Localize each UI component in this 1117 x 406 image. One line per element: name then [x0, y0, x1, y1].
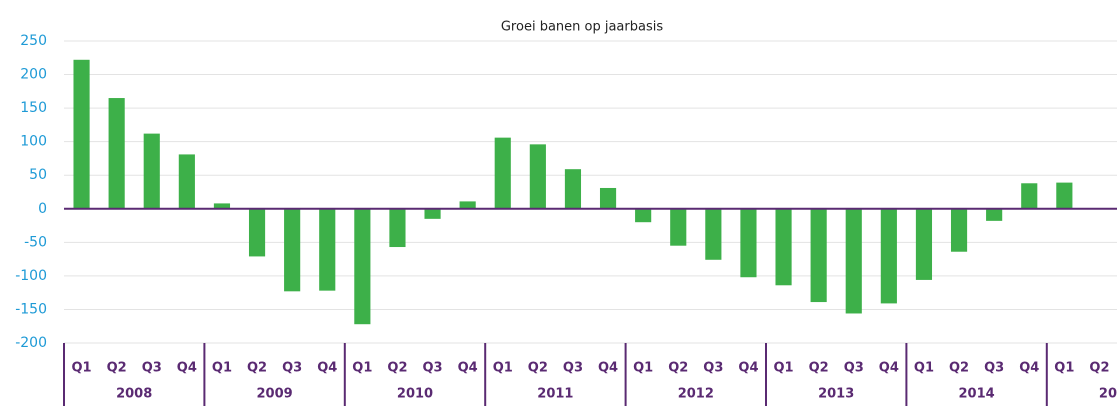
y-tick-label: 50	[29, 167, 47, 183]
y-tick-label: 0	[38, 201, 47, 217]
x-tick-label: Q1	[633, 361, 653, 376]
x-tick-label: Q2	[1089, 361, 1109, 376]
x-tick-label: Q1	[352, 361, 372, 376]
x-tick-label: Q3	[142, 361, 162, 376]
bar	[459, 201, 476, 209]
x-tick-label: Q2	[528, 361, 548, 376]
bar	[740, 208, 757, 278]
bar	[599, 187, 617, 209]
x-tick-label: Q4	[1019, 361, 1039, 376]
bar	[284, 208, 301, 292]
bar	[564, 169, 582, 209]
year-label: 2014	[959, 387, 995, 402]
x-tick-label: Q4	[598, 361, 618, 376]
year-label: 2012	[678, 387, 714, 402]
x-tick-label: Q3	[703, 361, 723, 376]
x-tick-label: Q3	[844, 361, 864, 376]
bar	[880, 208, 897, 304]
y-tick-label: 250	[20, 33, 47, 49]
bar	[108, 98, 125, 209]
year-label: 2010	[397, 387, 433, 402]
bar	[319, 208, 336, 291]
y-tick-label: -200	[15, 335, 47, 351]
year-label: 2015	[1099, 387, 1117, 402]
y-tick-label: -100	[15, 268, 47, 284]
year-label: 2011	[537, 387, 573, 402]
bar	[73, 59, 90, 209]
bar	[705, 208, 722, 260]
bar	[213, 203, 231, 209]
x-tick-label: Q3	[422, 361, 442, 376]
y-tick-label: 200	[20, 67, 47, 83]
bar	[845, 208, 862, 314]
x-tick-label: Q4	[177, 361, 197, 376]
x-tick-label: Q2	[949, 361, 969, 376]
bar	[178, 154, 195, 209]
x-tick-label: Q2	[387, 361, 407, 376]
x-tick-label: Q1	[71, 361, 91, 376]
x-tick-label: Q1	[212, 361, 232, 376]
x-tick-label: Q2	[247, 361, 267, 376]
x-tick-label: Q1	[1054, 361, 1074, 376]
bar	[529, 144, 546, 209]
bar	[986, 208, 1003, 221]
bar	[915, 208, 933, 280]
y-tick-label: 150	[20, 100, 47, 116]
y-tick-label: -50	[24, 234, 47, 250]
bar	[389, 208, 406, 248]
x-tick-label: Q3	[563, 361, 583, 376]
bar	[143, 133, 160, 209]
bar	[635, 208, 652, 223]
x-tick-label: Q1	[773, 361, 793, 376]
x-tick-label: Q2	[668, 361, 688, 376]
bar	[670, 208, 687, 246]
x-tick-label: Q3	[984, 361, 1004, 376]
bar	[1021, 183, 1038, 209]
x-tick-label: Q4	[458, 361, 478, 376]
x-tick-label: Q1	[914, 361, 934, 376]
y-tick-label: -150	[15, 301, 47, 317]
bar	[354, 208, 371, 325]
bar	[1056, 182, 1073, 209]
chart-title: Groei banen op jaarbasis	[501, 20, 663, 35]
year-label: 2013	[818, 387, 854, 402]
x-tick-label: Q1	[493, 361, 513, 376]
x-tick-label: Q3	[282, 361, 302, 376]
x-tick-label: Q2	[809, 361, 829, 376]
year-label: 2008	[116, 387, 152, 402]
x-tick-label: Q4	[879, 361, 899, 376]
bar	[950, 208, 968, 252]
x-tick-label: Q4	[317, 361, 337, 376]
x-tick-label: Q2	[107, 361, 127, 376]
year-label: 2009	[257, 387, 293, 402]
bar	[424, 208, 441, 219]
y-tick-label: 100	[20, 134, 47, 150]
x-tick-label: Q4	[738, 361, 758, 376]
bar	[494, 137, 511, 209]
bar	[810, 208, 827, 303]
bar	[775, 208, 792, 286]
bar	[248, 208, 266, 257]
